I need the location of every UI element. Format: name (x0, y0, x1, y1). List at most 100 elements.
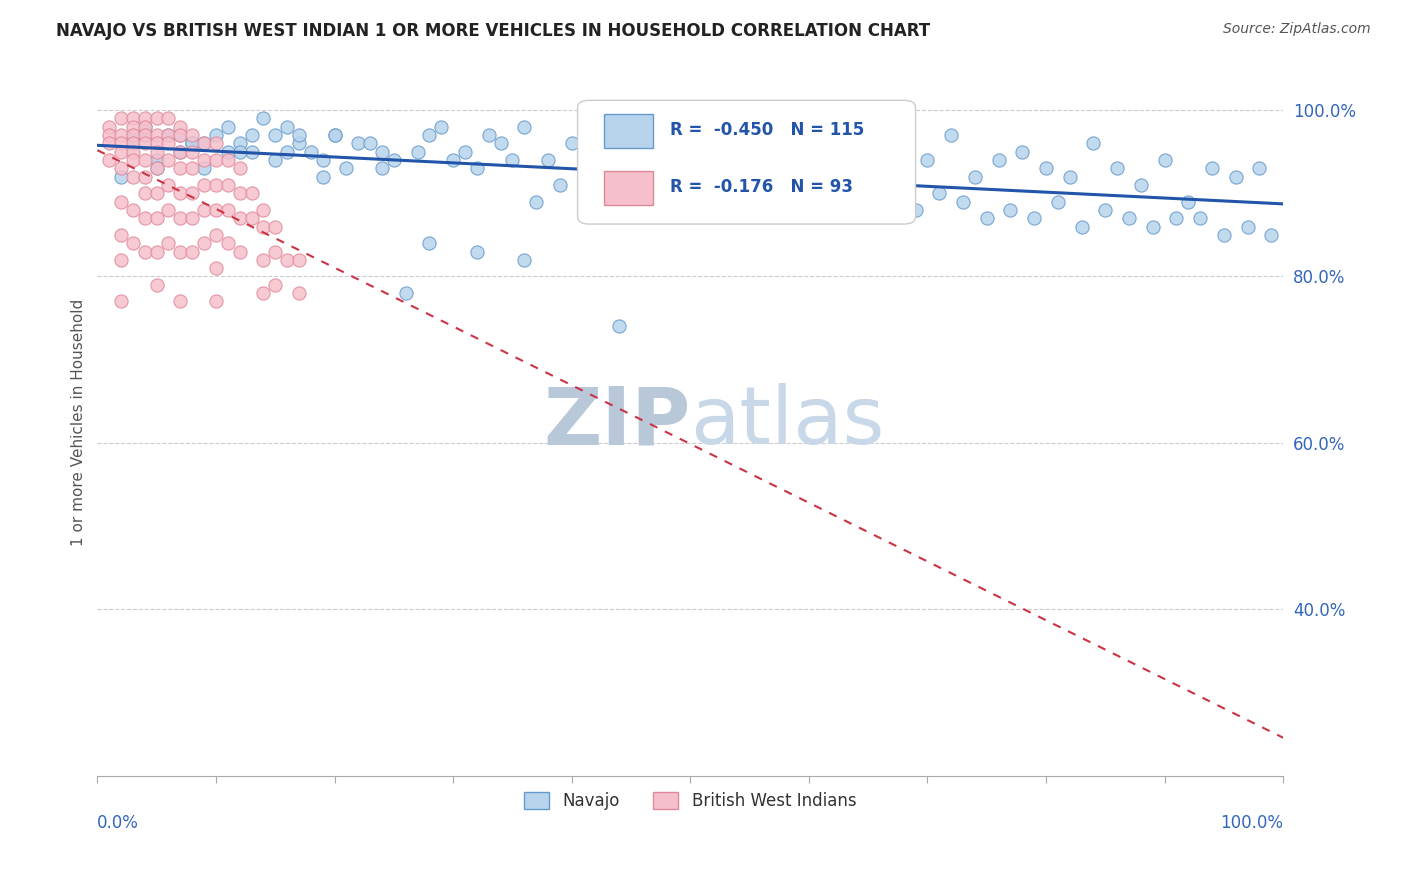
Point (122, 128, 145, 142)
Point (181, 161, 204, 176)
Legend: Navajo, British West Indians: Navajo, British West Indians (517, 785, 863, 817)
Point (264, 153, 287, 167)
Point (110, 169, 132, 184)
Point (821, 161, 844, 176)
Point (869, 136, 891, 151)
Point (157, 136, 180, 151)
Point (157, 236, 180, 251)
Point (217, 178, 239, 192)
Point (288, 252, 311, 267)
Point (134, 128, 156, 142)
Point (157, 128, 180, 142)
Point (252, 202, 274, 217)
Point (228, 136, 250, 151)
Point (98, 128, 121, 142)
Point (134, 169, 156, 184)
Point (169, 145, 191, 159)
Point (122, 145, 145, 159)
Point (904, 202, 927, 217)
Point (193, 136, 215, 151)
Point (145, 145, 167, 159)
Point (240, 145, 263, 159)
Point (1225, 169, 1247, 184)
Point (110, 112, 132, 126)
Point (264, 128, 287, 142)
Point (441, 153, 464, 167)
Point (169, 120, 191, 134)
Point (288, 128, 311, 142)
Point (193, 236, 215, 251)
Point (145, 211, 167, 226)
Point (252, 219, 274, 234)
Point (134, 120, 156, 134)
Point (122, 136, 145, 151)
Point (406, 145, 429, 159)
Point (217, 120, 239, 134)
Point (548, 178, 571, 192)
Point (145, 153, 167, 167)
Point (797, 178, 820, 192)
Point (856, 194, 879, 209)
Point (1249, 161, 1271, 176)
Point (1059, 169, 1081, 184)
Point (110, 128, 132, 142)
Point (110, 252, 132, 267)
Point (169, 128, 191, 142)
Point (1035, 161, 1057, 176)
Point (371, 161, 394, 176)
Point (122, 112, 145, 126)
Point (714, 194, 737, 209)
Point (145, 277, 167, 292)
Point (513, 252, 536, 267)
Point (371, 145, 394, 159)
Point (134, 136, 156, 151)
Point (690, 169, 713, 184)
Point (655, 145, 678, 159)
Point (122, 202, 145, 217)
Point (145, 186, 167, 201)
Point (145, 161, 167, 176)
Point (834, 169, 856, 184)
Text: NAVAJO VS BRITISH WEST INDIAN 1 OR MORE VEHICLES IN HOUSEHOLD CORRELATION CHART: NAVAJO VS BRITISH WEST INDIAN 1 OR MORE … (56, 22, 931, 40)
Point (228, 244, 250, 259)
Point (786, 178, 808, 192)
Point (1236, 219, 1258, 234)
Point (1107, 161, 1129, 176)
Point (939, 128, 962, 142)
Point (264, 219, 287, 234)
Point (205, 136, 228, 151)
Point (631, 153, 654, 167)
Point (524, 194, 547, 209)
Text: R =  -0.450   N = 115: R = -0.450 N = 115 (671, 121, 865, 139)
Point (122, 136, 145, 151)
Point (359, 136, 381, 151)
Point (751, 161, 773, 176)
Point (1129, 178, 1152, 192)
Point (98, 136, 121, 151)
Point (501, 153, 523, 167)
Point (110, 145, 132, 159)
Point (561, 136, 583, 151)
Point (181, 136, 204, 151)
Point (347, 136, 370, 151)
Point (1046, 194, 1069, 209)
Point (288, 286, 311, 301)
Point (1094, 202, 1116, 217)
Point (145, 161, 167, 176)
Point (110, 227, 132, 242)
Point (738, 186, 761, 201)
Point (1024, 211, 1046, 226)
Point (465, 244, 488, 259)
Point (311, 169, 333, 184)
Point (1189, 211, 1212, 226)
Point (228, 186, 250, 201)
Point (703, 161, 725, 176)
Point (335, 161, 357, 176)
Point (478, 128, 501, 142)
Point (145, 112, 167, 126)
Point (122, 236, 145, 251)
Point (644, 161, 666, 176)
Point (157, 112, 180, 126)
Point (193, 136, 215, 151)
Point (1212, 227, 1234, 242)
